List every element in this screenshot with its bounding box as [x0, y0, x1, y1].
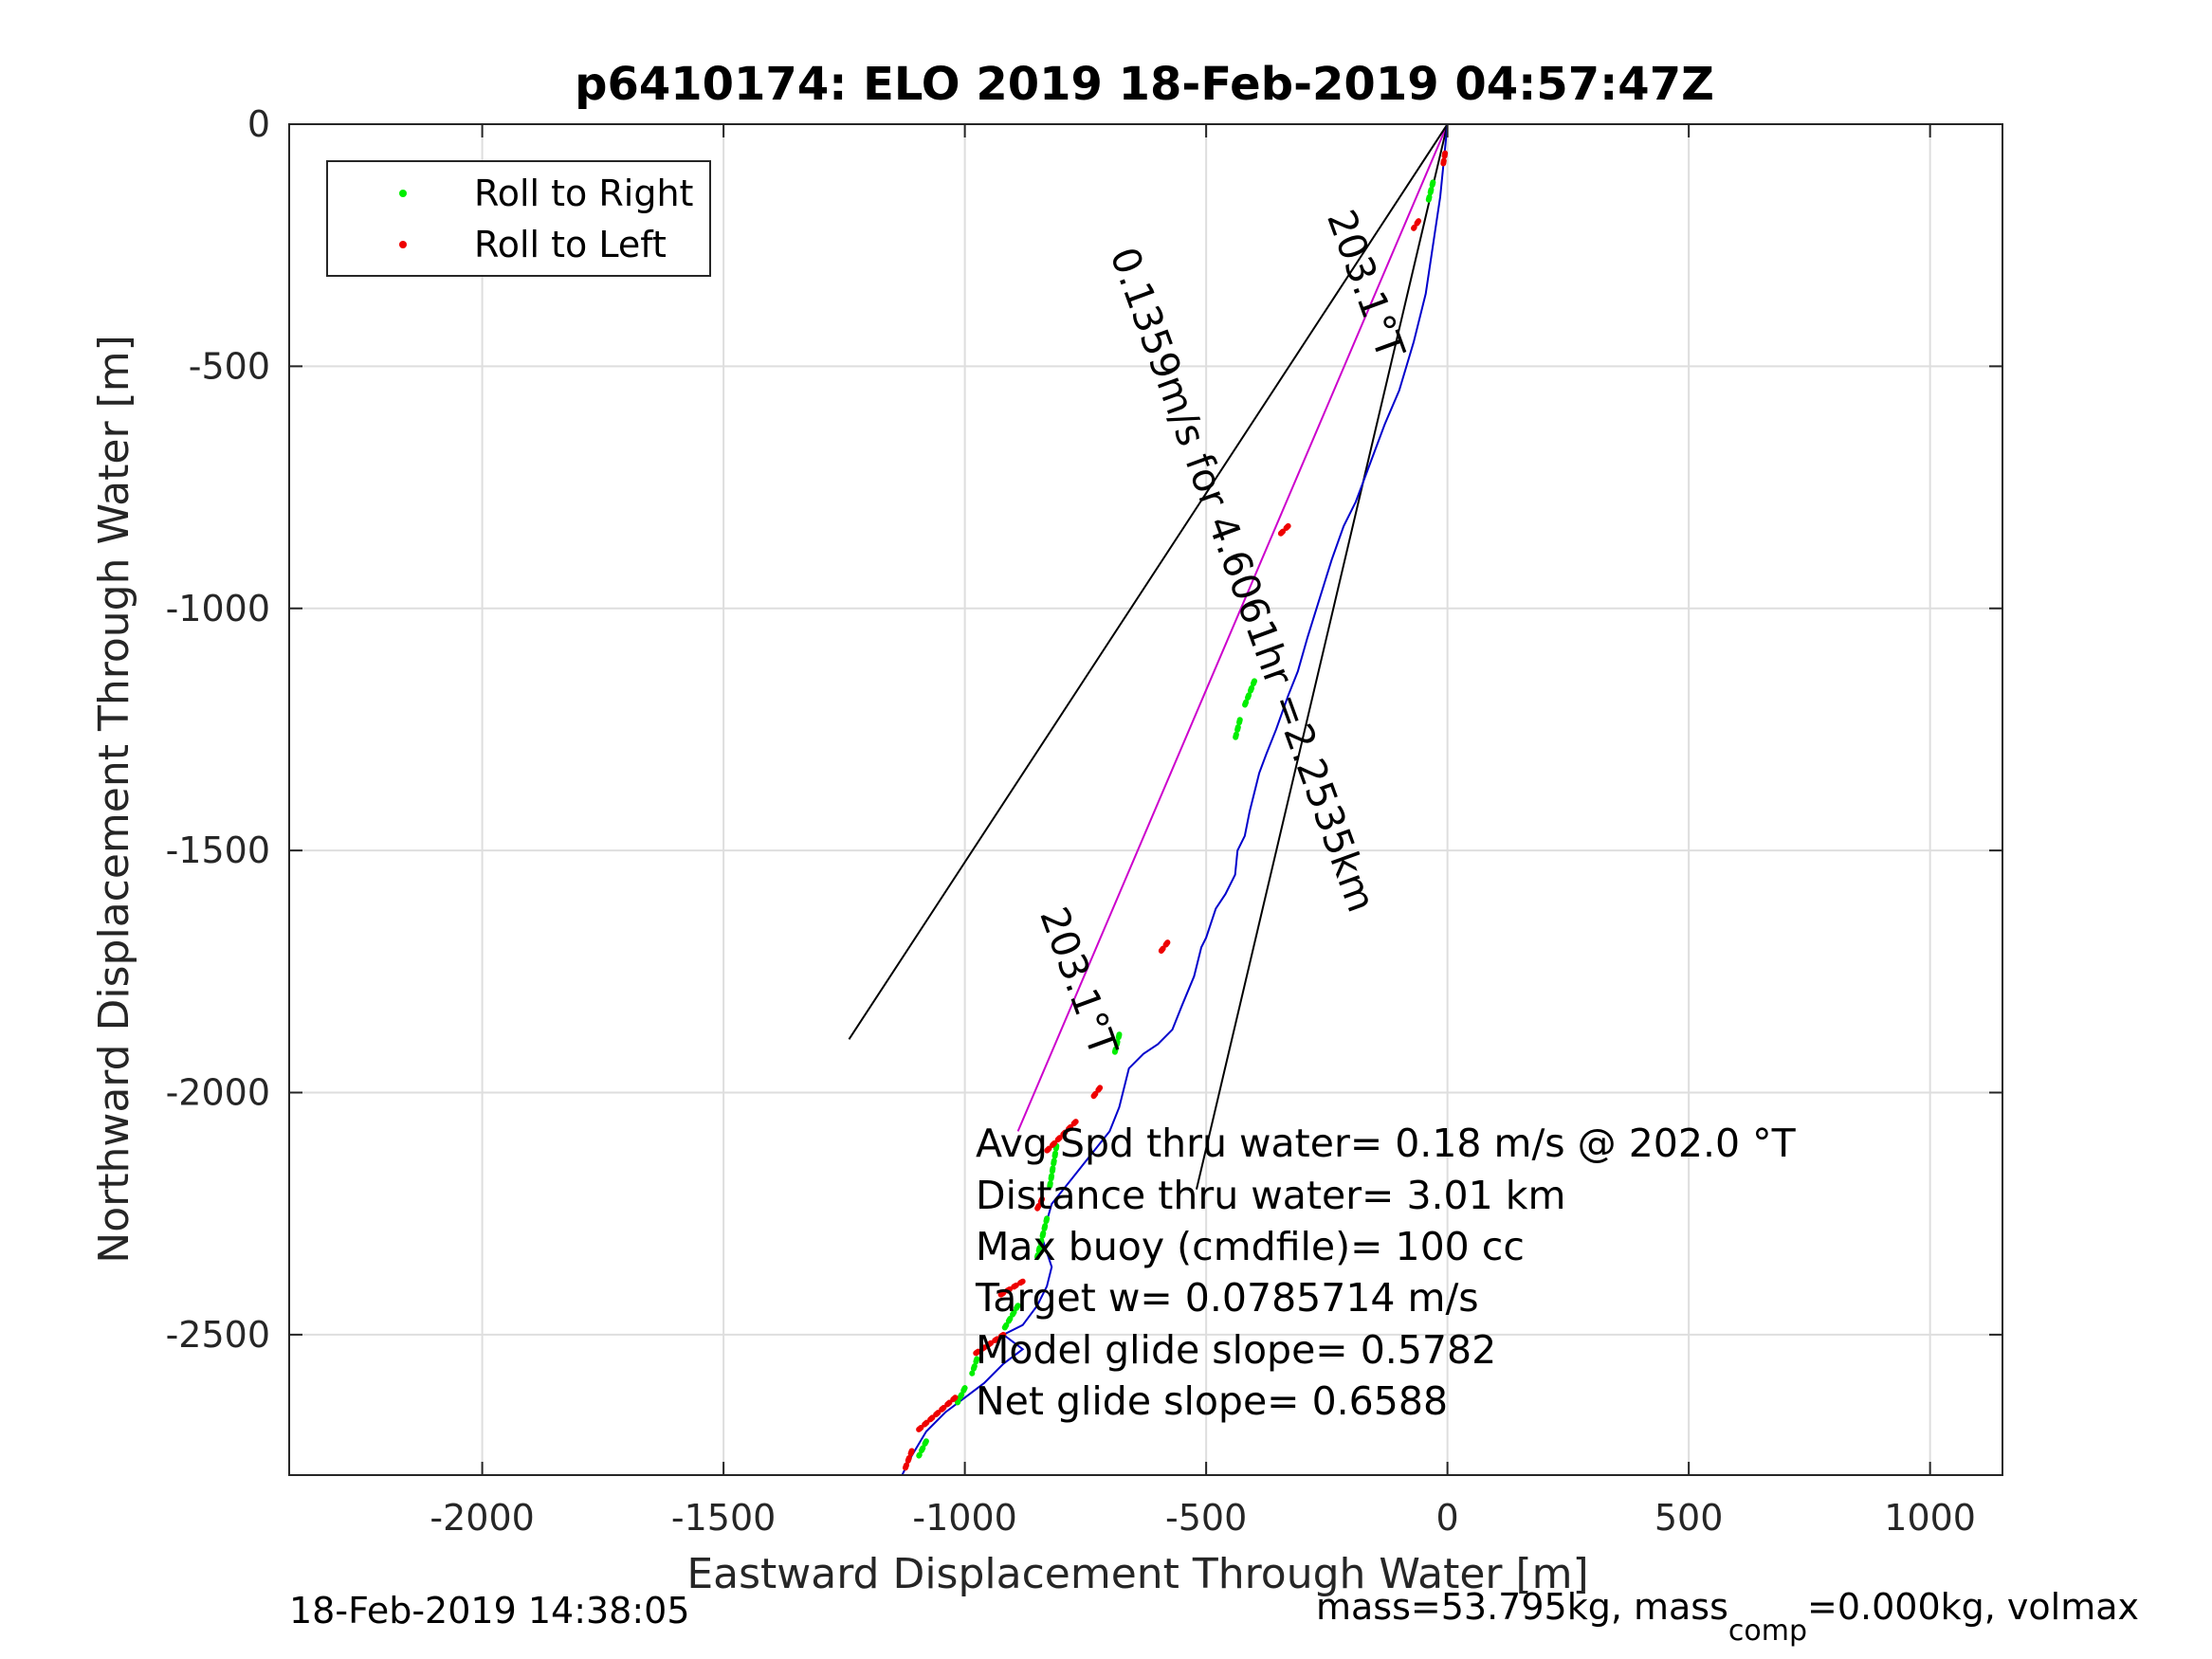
legend-label-roll-left: Roll to Left: [474, 224, 667, 265]
footer-mass-info: mass=53.795kg, masscomp=0.000kg, volmax: [1316, 1586, 2139, 1648]
roll-right-segment: [1232, 717, 1243, 742]
y-tick-label: -2000: [166, 1072, 270, 1114]
roll-left-segment: [913, 1395, 959, 1435]
annotation-avg-speed: Avg Spd thru water= 0.18 m/s @ 202.0 °T: [976, 1121, 1797, 1166]
plot-frame: [288, 123, 2003, 1476]
footer-mass-sub: comp: [1728, 1614, 1807, 1648]
reference-line: [848, 123, 1449, 1040]
x-tick-label: -2000: [430, 1497, 534, 1539]
roll-right-segment: [1000, 1303, 1021, 1333]
x-tick-label: -1500: [671, 1497, 776, 1539]
roll-left-segment: [901, 1448, 915, 1473]
annotation-block: Avg Spd thru water= 0.18 m/s @ 202.0 °T …: [975, 1121, 1797, 1424]
legend-marker-roll-right: [399, 190, 407, 197]
roll-left-segment: [1275, 522, 1291, 539]
x-tick-label: 0: [1436, 1497, 1459, 1539]
roll-left-segment: [1044, 1119, 1079, 1154]
y-tick-label: -1500: [166, 830, 270, 871]
x-tick-label: 1000: [1884, 1497, 1976, 1539]
roll-left-segment: [996, 1278, 1026, 1300]
footer-timestamp: 18-Feb-2019 14:38:05: [289, 1590, 690, 1632]
roll-right-segment: [954, 1385, 968, 1406]
glider-track: [901, 123, 1449, 1476]
x-tick-label: -500: [1165, 1497, 1247, 1539]
chart-title: p6410174: ELO 2019 18-Feb-2019 04:57:47Z: [575, 58, 1714, 111]
roll-left-segment: [1157, 939, 1171, 956]
legend-marker-roll-left: [399, 241, 407, 248]
x-tick-labels: -2000 -1500 -1000 -500 0 500 1000: [430, 1497, 1976, 1539]
roll-right-segment: [1425, 179, 1436, 205]
footer-mass-prefix: mass=53.795kg, mass: [1316, 1586, 1728, 1628]
annotation-max-buoy: Max buoy (cmdfile)= 100 cc: [976, 1224, 1525, 1269]
y-tick-label: -2500: [166, 1314, 270, 1356]
x-tick-label: -1000: [912, 1497, 1016, 1539]
footer-mass-suffix: =0.000kg, volmax: [1807, 1586, 2139, 1628]
annotation-target-w: Target w= 0.0785714 m/s: [975, 1275, 1479, 1321]
legend-box: [326, 160, 711, 277]
plot-area: [289, 124, 2002, 1475]
reference-line: [1195, 123, 1449, 1190]
y-tick-label: -500: [189, 345, 270, 387]
tick-marks: [289, 123, 2002, 1475]
roll-right-segment: [1046, 1142, 1060, 1193]
x-axis-label: Eastward Displacement Through Water [m]: [686, 1550, 1588, 1598]
y-tick-label: 0: [247, 103, 270, 145]
roll-right-segment: [916, 1438, 929, 1459]
roll-markers: [901, 150, 1449, 1473]
roll-left-segment: [1089, 1085, 1104, 1101]
roll-right-segment: [1241, 678, 1258, 708]
y-tick-label: -1000: [166, 588, 270, 629]
reference-line: [1016, 123, 1449, 1132]
legend-label-roll-right: Roll to Right: [474, 173, 693, 214]
annotation-distance: Distance thru water= 3.01 km: [976, 1173, 1565, 1218]
roll-left-segment: [1439, 150, 1449, 171]
y-axis-label: Northward Displacement Through Water [m]: [90, 335, 138, 1263]
y-tick-labels: 0 -500 -1000 -1500 -2000 -2500: [166, 103, 270, 1356]
roll-left-segment: [1033, 1195, 1046, 1212]
roll-right-segment: [969, 1356, 980, 1376]
reference-lines: [848, 123, 1449, 1190]
roll-left-segment: [1411, 218, 1422, 231]
legend: Roll to Right Roll to Left: [326, 160, 711, 277]
track-layer: [901, 123, 1449, 1476]
roll-left-segment: [971, 1331, 1007, 1358]
roll-right-segment: [1033, 1215, 1051, 1261]
x-tick-label: 500: [1654, 1497, 1724, 1539]
annotation-model-glide: Model glide slope= 0.5782: [976, 1327, 1496, 1373]
annotation-net-glide: Net glide slope= 0.6588: [976, 1378, 1448, 1424]
roll-right-segment: [1111, 1031, 1123, 1057]
